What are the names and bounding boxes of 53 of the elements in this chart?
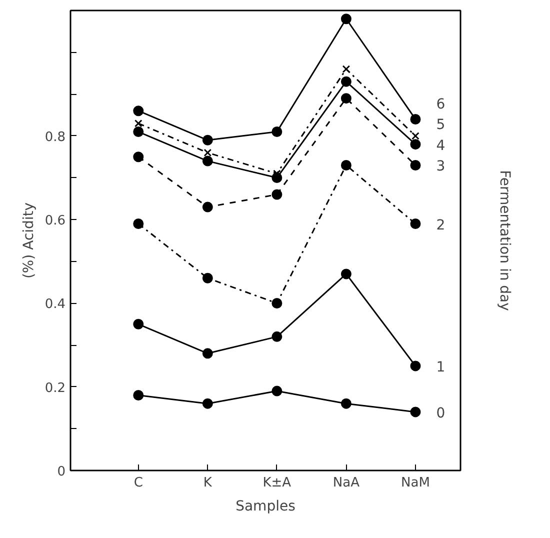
point bbox=[133, 390, 144, 400]
point bbox=[134, 119, 142, 128]
point bbox=[410, 114, 421, 124]
x-tick-label: K bbox=[203, 476, 212, 490]
point bbox=[410, 406, 421, 418]
point bbox=[340, 398, 352, 409]
y-axis-title: (%) Acidity bbox=[20, 202, 37, 279]
y-tick-label: 0 bbox=[57, 464, 66, 480]
series-label: 0 bbox=[436, 405, 446, 422]
x-axis-title: Samples bbox=[236, 498, 296, 514]
series-label: 1 bbox=[436, 359, 446, 376]
x-tick-label: NaM bbox=[401, 476, 430, 490]
point bbox=[410, 360, 421, 372]
y-tick-label: 0.6 bbox=[44, 214, 66, 229]
x-tick-label: NaA bbox=[332, 476, 360, 490]
point bbox=[133, 218, 144, 230]
y2-axis-title: Fermentation in day bbox=[496, 170, 512, 311]
point bbox=[272, 386, 282, 396]
y-tick-label: 0.8 bbox=[44, 130, 66, 145]
series-label: 3 bbox=[436, 158, 446, 175]
point bbox=[340, 160, 352, 170]
point bbox=[202, 156, 213, 166]
point bbox=[340, 93, 352, 104]
series-label: 2 bbox=[436, 217, 446, 234]
point bbox=[202, 202, 213, 212]
point bbox=[410, 160, 421, 170]
point bbox=[204, 148, 212, 157]
point bbox=[272, 126, 282, 138]
x-tick-label: K±A bbox=[262, 476, 292, 490]
point bbox=[410, 218, 421, 230]
point bbox=[340, 76, 352, 87]
point bbox=[272, 189, 282, 200]
point bbox=[133, 152, 144, 162]
series-label: 5 bbox=[436, 117, 446, 134]
x-tick-label: C bbox=[134, 476, 143, 490]
y-tick-label: 0.4 bbox=[44, 297, 66, 312]
point bbox=[340, 268, 352, 280]
y-tick-label: 0.2 bbox=[44, 380, 66, 396]
point bbox=[342, 65, 350, 73]
point bbox=[410, 139, 421, 150]
point bbox=[272, 331, 282, 342]
point bbox=[202, 398, 213, 409]
point bbox=[133, 106, 144, 116]
series-label: 4 bbox=[436, 138, 446, 154]
point bbox=[412, 132, 420, 140]
point bbox=[202, 272, 213, 284]
point bbox=[133, 126, 144, 138]
point bbox=[340, 14, 352, 24]
point bbox=[202, 134, 213, 146]
point bbox=[272, 298, 282, 308]
point bbox=[202, 348, 213, 359]
point bbox=[133, 318, 144, 330]
series-label: 6 bbox=[436, 96, 446, 112]
